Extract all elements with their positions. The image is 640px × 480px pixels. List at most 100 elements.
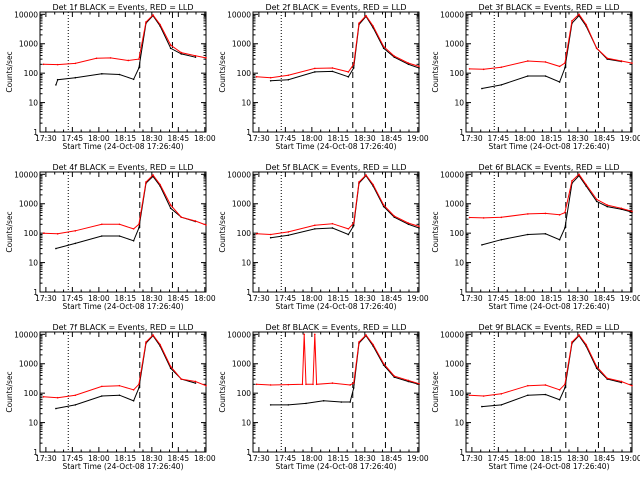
data-point-events bbox=[481, 405, 483, 408]
panel-title: Det 7f BLACK = Events, RED = LLD bbox=[52, 323, 193, 332]
x-tick-label: 18:45 bbox=[381, 134, 403, 143]
x-tick-label: 18:15 bbox=[328, 134, 350, 143]
data-point-lld bbox=[101, 223, 103, 226]
x-axis-label: Start Time (24-Oct-08 17:26:40) bbox=[275, 142, 396, 151]
y-tick-label: 1 bbox=[459, 448, 464, 457]
y-axis-label: Counts/sec bbox=[218, 371, 227, 412]
plot-frame bbox=[39, 331, 207, 453]
data-point-lld bbox=[407, 379, 410, 382]
panel-title: Det 8f BLACK = Events, RED = LLD bbox=[265, 323, 406, 332]
data-point-lld bbox=[585, 183, 587, 186]
data-point-lld bbox=[269, 76, 272, 79]
data-point-lld bbox=[132, 389, 135, 391]
y-tick-label: 1 bbox=[246, 448, 251, 457]
x-tick-label: 17:45 bbox=[488, 134, 510, 143]
x-tick-label: 18:15 bbox=[115, 134, 137, 143]
data-point-lld bbox=[571, 341, 573, 343]
series-line-lld bbox=[256, 174, 420, 236]
y-axis-label: Counts/sec bbox=[5, 371, 14, 412]
chart-panel-7: Det 7f BLACK = Events, RED = LLD 1 10 100 10… bbox=[5, 323, 216, 471]
data-point-lld bbox=[194, 380, 197, 383]
data-point-lld bbox=[305, 383, 307, 386]
data-point-lld bbox=[500, 216, 503, 219]
y-tick-label: 10 bbox=[454, 419, 464, 428]
series-line-events bbox=[55, 334, 196, 409]
y-tick-label: 1 bbox=[33, 448, 38, 457]
data-point-lld bbox=[527, 384, 529, 387]
data-point-lld bbox=[194, 220, 197, 222]
y-tick-label: 10 bbox=[454, 259, 464, 268]
data-point-lld bbox=[169, 365, 172, 368]
y-tick-label: 10000 bbox=[440, 170, 464, 179]
x-tick-label: 17:45 bbox=[62, 134, 84, 143]
data-point-lld bbox=[349, 384, 351, 386]
data-point-lld bbox=[145, 21, 147, 23]
data-point-lld bbox=[205, 57, 207, 59]
series-line-lld bbox=[43, 334, 207, 399]
chart-panel-9: Det 9f BLACK = Events, RED = LLD 1 10 100 10… bbox=[431, 323, 640, 471]
data-point-lld bbox=[118, 223, 121, 226]
data-point-lld bbox=[303, 333, 306, 336]
data-point-events bbox=[269, 404, 272, 406]
y-tick-label: 100 bbox=[450, 389, 465, 398]
y-axis-label: Counts/sec bbox=[431, 51, 440, 92]
data-point-lld bbox=[558, 214, 561, 216]
y-tick-label: 10000 bbox=[14, 10, 38, 19]
data-point-lld bbox=[42, 63, 45, 66]
data-point-events bbox=[194, 56, 197, 58]
x-axis-label: Start Time (24-Oct-08 17:26:40) bbox=[488, 462, 609, 471]
x-tick-label: 17:30 bbox=[461, 134, 483, 143]
chart-panel-1: Det 1f BLACK = Events, RED = LLD 1 10 100 10… bbox=[5, 3, 216, 151]
data-point-events bbox=[544, 75, 547, 77]
data-point-lld bbox=[527, 213, 529, 215]
data-point-events bbox=[481, 244, 483, 246]
y-tick-label: 1000 bbox=[19, 200, 38, 209]
x-tick-label: 18:30 bbox=[567, 454, 589, 463]
plot-frame bbox=[252, 331, 420, 453]
data-point-lld bbox=[571, 180, 573, 182]
y-tick-label: 100 bbox=[24, 229, 39, 238]
y-tick-label: 1 bbox=[246, 128, 251, 137]
data-point-lld bbox=[358, 181, 360, 183]
data-point-events bbox=[287, 78, 290, 81]
data-point-events bbox=[269, 236, 272, 239]
data-point-lld bbox=[418, 65, 420, 68]
y-tick-label: 10 bbox=[28, 99, 38, 108]
data-point-events bbox=[564, 67, 566, 69]
data-point-lld bbox=[382, 204, 385, 206]
data-point-events bbox=[132, 400, 135, 402]
x-tick-label: 18:00 bbox=[194, 454, 216, 463]
data-point-lld bbox=[407, 62, 410, 64]
data-point-lld bbox=[74, 62, 77, 65]
data-point-events bbox=[418, 67, 420, 69]
data-point-events bbox=[558, 398, 561, 401]
x-tick-label: 17:30 bbox=[461, 454, 483, 463]
x-tick-label: 19:00 bbox=[620, 294, 640, 303]
data-point-events bbox=[500, 84, 503, 86]
y-axis-label: Counts/sec bbox=[431, 371, 440, 412]
data-point-lld bbox=[606, 377, 609, 380]
y-tick-label: 1000 bbox=[232, 360, 251, 369]
y-tick-label: 100 bbox=[24, 389, 39, 398]
y-axis-label: Counts/sec bbox=[431, 211, 440, 252]
x-tick-label: 17:30 bbox=[461, 294, 483, 303]
x-tick-label: 18:45 bbox=[168, 454, 190, 463]
data-point-lld bbox=[393, 55, 396, 57]
chart-panel-5: Det 5f BLACK = Events, RED = LLD 1 10 100 10… bbox=[218, 163, 429, 311]
y-tick-label: 10 bbox=[241, 99, 251, 108]
x-tick-label: 18:15 bbox=[328, 454, 350, 463]
data-point-events bbox=[331, 70, 334, 73]
x-tick-label: 18:30 bbox=[354, 454, 376, 463]
y-tick-label: 1 bbox=[33, 288, 38, 297]
data-point-lld bbox=[169, 44, 172, 46]
x-tick-label: 18:30 bbox=[141, 134, 163, 143]
x-tick-label: 17:45 bbox=[62, 454, 84, 463]
data-point-lld bbox=[358, 341, 360, 343]
data-point-lld bbox=[145, 341, 147, 343]
plot-frame bbox=[465, 11, 633, 133]
data-point-events bbox=[595, 367, 598, 370]
x-axis-label: Start Time (24-Oct-08 17:26:40) bbox=[275, 462, 396, 471]
data-point-lld bbox=[372, 25, 374, 27]
plot-frame bbox=[465, 331, 633, 453]
data-point-lld bbox=[358, 22, 360, 24]
